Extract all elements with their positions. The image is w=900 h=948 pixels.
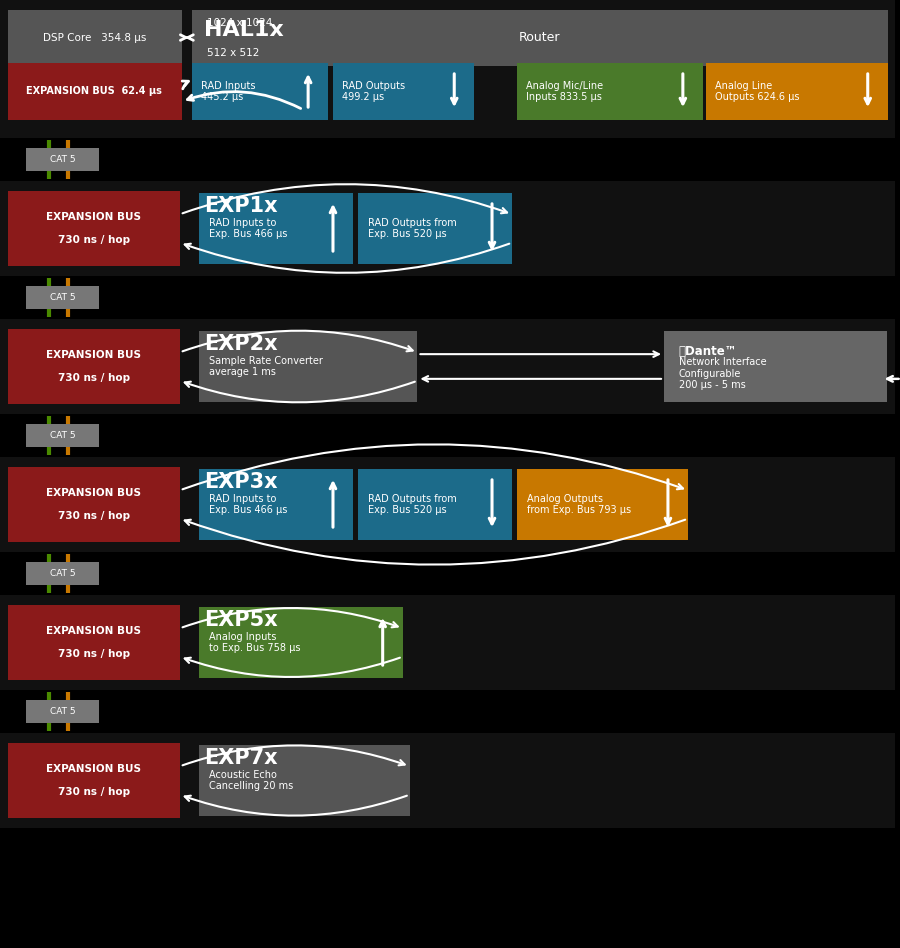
Text: Router: Router	[519, 31, 561, 44]
Text: CAT 5: CAT 5	[50, 707, 76, 716]
FancyBboxPatch shape	[333, 63, 474, 120]
FancyBboxPatch shape	[8, 605, 180, 680]
Text: Network Interface
Configurable
200 μs - 5 ms: Network Interface Configurable 200 μs - …	[679, 357, 767, 391]
FancyBboxPatch shape	[199, 193, 353, 264]
Text: Analog Line
Outputs 624.6 μs: Analog Line Outputs 624.6 μs	[715, 81, 799, 102]
Text: CAT 5: CAT 5	[50, 569, 76, 578]
FancyBboxPatch shape	[517, 469, 688, 540]
FancyBboxPatch shape	[0, 457, 895, 552]
FancyBboxPatch shape	[0, 595, 895, 690]
FancyBboxPatch shape	[706, 63, 887, 120]
Text: RAD Inputs to
Exp. Bus 466 μs: RAD Inputs to Exp. Bus 466 μs	[209, 218, 287, 239]
FancyBboxPatch shape	[199, 607, 402, 678]
Text: EXP1x: EXP1x	[203, 196, 277, 216]
FancyBboxPatch shape	[26, 424, 99, 447]
FancyBboxPatch shape	[199, 331, 418, 402]
FancyBboxPatch shape	[8, 329, 180, 404]
FancyBboxPatch shape	[0, 319, 895, 414]
FancyBboxPatch shape	[8, 191, 180, 266]
Text: RAD Inputs
445.2 μs: RAD Inputs 445.2 μs	[201, 81, 256, 102]
Text: CAT 5: CAT 5	[50, 293, 76, 302]
Text: EXP5x: EXP5x	[203, 610, 277, 630]
Text: EXP3x: EXP3x	[203, 472, 277, 492]
FancyBboxPatch shape	[664, 331, 886, 402]
FancyBboxPatch shape	[358, 193, 512, 264]
Text: Analog Inputs
to Exp. Bus 758 μs: Analog Inputs to Exp. Bus 758 μs	[209, 631, 301, 653]
Text: EXPANSION BUS  62.4 μs: EXPANSION BUS 62.4 μs	[26, 86, 162, 97]
FancyBboxPatch shape	[26, 700, 99, 723]
FancyBboxPatch shape	[8, 743, 180, 818]
FancyBboxPatch shape	[0, 181, 895, 276]
Text: RAD Outputs
499.2 μs: RAD Outputs 499.2 μs	[342, 81, 405, 102]
Text: EXP7x: EXP7x	[203, 748, 277, 768]
Text: Acoustic Echo
Cancelling 20 ms: Acoustic Echo Cancelling 20 ms	[209, 770, 293, 792]
FancyBboxPatch shape	[517, 63, 703, 120]
Text: RAD Outputs from
Exp. Bus 520 μs: RAD Outputs from Exp. Bus 520 μs	[368, 218, 456, 239]
FancyBboxPatch shape	[199, 469, 353, 540]
Text: CAT 5: CAT 5	[50, 155, 76, 164]
FancyBboxPatch shape	[358, 469, 512, 540]
Text: CAT 5: CAT 5	[50, 431, 76, 440]
FancyBboxPatch shape	[192, 9, 887, 65]
Text: 1024 x 1024: 1024 x 1024	[207, 18, 272, 27]
Text: RAD Inputs to
Exp. Bus 466 μs: RAD Inputs to Exp. Bus 466 μs	[209, 494, 287, 516]
FancyBboxPatch shape	[8, 467, 180, 542]
FancyBboxPatch shape	[26, 562, 99, 585]
FancyBboxPatch shape	[199, 745, 410, 816]
Text: 512 x 512: 512 x 512	[207, 47, 259, 58]
Text: EXPANSION BUS

730 ns / hop: EXPANSION BUS 730 ns / hop	[47, 212, 141, 246]
FancyBboxPatch shape	[8, 9, 182, 65]
FancyBboxPatch shape	[0, 733, 895, 828]
FancyBboxPatch shape	[26, 286, 99, 309]
Text: EXPANSION BUS

730 ns / hop: EXPANSION BUS 730 ns / hop	[47, 626, 141, 659]
Text: EXPANSION BUS

730 ns / hop: EXPANSION BUS 730 ns / hop	[47, 764, 141, 797]
FancyBboxPatch shape	[8, 63, 182, 120]
Text: HAL1x: HAL1x	[203, 20, 284, 40]
Text: ⒶDante™: ⒶDante™	[679, 345, 737, 358]
Text: EXP2x: EXP2x	[203, 334, 277, 354]
Text: RAD Outputs from
Exp. Bus 520 μs: RAD Outputs from Exp. Bus 520 μs	[368, 494, 456, 516]
Text: DSP Core   354.8 μs: DSP Core 354.8 μs	[42, 32, 146, 43]
FancyBboxPatch shape	[192, 63, 328, 120]
Text: Analog Outputs
from Exp. Bus 793 μs: Analog Outputs from Exp. Bus 793 μs	[526, 494, 631, 516]
FancyBboxPatch shape	[26, 148, 99, 171]
Text: Sample Rate Converter
average 1 ms: Sample Rate Converter average 1 ms	[209, 356, 322, 377]
Text: EXPANSION BUS

730 ns / hop: EXPANSION BUS 730 ns / hop	[47, 350, 141, 383]
Text: EXPANSION BUS

730 ns / hop: EXPANSION BUS 730 ns / hop	[47, 488, 141, 521]
Text: Analog Mic/Line
Inputs 833.5 μs: Analog Mic/Line Inputs 833.5 μs	[526, 81, 603, 102]
FancyBboxPatch shape	[0, 0, 895, 138]
